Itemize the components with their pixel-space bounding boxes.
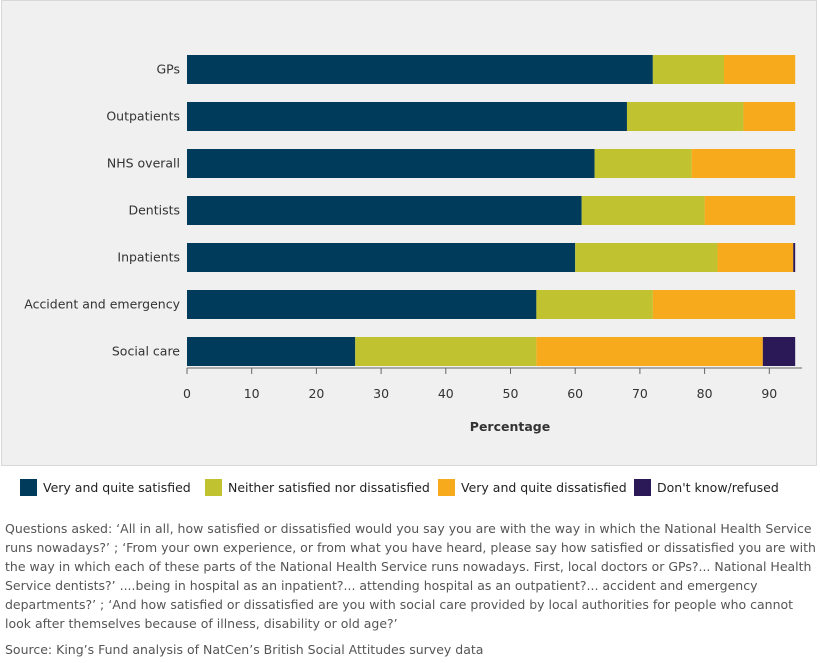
bar-accident-and-emergency-very-and-quite-dissatisfied [652, 290, 796, 319]
legend-item-don-t-know-refused: Don't know/refused [634, 479, 779, 496]
x-tick-label-30: 30 [373, 386, 389, 401]
bar-gps-very-and-quite-satisfied [187, 55, 653, 84]
x-tick-label-60: 60 [567, 386, 583, 401]
stacked-bar-chart: GPs Outpatients NHS overall Dentists Inpatie… [24, 55, 802, 434]
x-tick-label-10: 10 [244, 386, 260, 401]
x-tick-label-0: 0 [183, 386, 191, 401]
bar-social-care-very-and-quite-satisfied [187, 337, 356, 366]
bar-outpatients-neither-satisfied-nor-dissatisfied [626, 102, 744, 131]
bar-accident-and-emergency-neither-satisfied-nor-dissatisfied [536, 290, 653, 319]
source-text: Source: King’s Fund analysis of NatCen’s… [5, 642, 484, 657]
bar-inpatients-very-and-quite-satisfied [187, 243, 576, 272]
legend-item-very-and-quite-satisfied: Very and quite satisfied [20, 479, 191, 496]
bar-dentists-neither-satisfied-nor-dissatisfied [581, 196, 705, 225]
bar-dentists-very-and-quite-satisfied [187, 196, 582, 225]
bar-social-care-very-and-quite-dissatisfied [536, 337, 763, 366]
bar-outpatients-very-and-quite-satisfied [187, 102, 627, 131]
x-tick-label-70: 70 [632, 386, 648, 401]
category-labels: GPs Outpatients NHS overall Dentists Inpatie… [24, 62, 180, 359]
bar-social-care-don-t-know-refused [762, 337, 796, 366]
x-ticks: 0 10 20 30 40 50 60 70 80 90 [183, 368, 777, 401]
legend-label: Neither satisfied nor dissatisfied [228, 480, 430, 495]
legend-item-very-and-quite-dissatisfied: Very and quite dissatisfied [438, 479, 627, 496]
bar-gps-very-and-quite-dissatisfied [724, 55, 796, 84]
bar-outpatients-very-and-quite-dissatisfied [743, 102, 796, 131]
chart-panel: GPs Outpatients NHS overall Dentists Inpatie… [1, 0, 817, 466]
category-label-gps: GPs [156, 62, 180, 77]
legend-item-neither-satisfied-nor-dissatisfied: Neither satisfied nor dissatisfied [205, 479, 430, 496]
bar-inpatients-very-and-quite-dissatisfied [717, 243, 794, 272]
x-tick-label-20: 20 [308, 386, 324, 401]
bar-dentists-very-and-quite-dissatisfied [704, 196, 796, 225]
bar-social-care-neither-satisfied-nor-dissatisfied [355, 337, 537, 366]
legend-label: Don't know/refused [657, 480, 779, 495]
question-text: Questions asked: ‘All in all, how satisf… [5, 521, 816, 631]
category-label-inpatients: Inpatients [117, 250, 180, 265]
category-label-accident-and-emergency: Accident and emergency [24, 297, 180, 312]
category-label-dentists: Dentists [128, 203, 180, 218]
category-label-nhs-overall: NHS overall [107, 156, 180, 171]
x-tick-label-80: 80 [697, 386, 713, 401]
legend-swatch [634, 479, 651, 496]
legend-label: Very and quite satisfied [43, 480, 191, 495]
x-tick-label-50: 50 [503, 386, 519, 401]
legend-label: Very and quite dissatisfied [461, 480, 627, 495]
bar-nhs-overall-very-and-quite-dissatisfied [691, 149, 796, 178]
bar-gps-neither-satisfied-nor-dissatisfied [652, 55, 725, 84]
x-tick-label-90: 90 [761, 386, 777, 401]
bar-nhs-overall-very-and-quite-satisfied [187, 149, 595, 178]
bar-nhs-overall-neither-satisfied-nor-dissatisfied [594, 149, 692, 178]
bar-accident-and-emergency-very-and-quite-satisfied [187, 290, 537, 319]
x-axis-title: Percentage [470, 419, 550, 434]
category-label-outpatients: Outpatients [106, 109, 180, 124]
legend-swatch [20, 479, 37, 496]
x-tick-label-40: 40 [438, 386, 454, 401]
bars-group [187, 55, 796, 366]
category-label-social-care: Social care [112, 344, 180, 359]
bar-inpatients-don-t-know-refused [793, 243, 796, 272]
legend-swatch [438, 479, 455, 496]
legend-swatch [205, 479, 222, 496]
legend: Very and quite satisfied Neither satisfie… [20, 479, 810, 499]
bar-inpatients-neither-satisfied-nor-dissatisfied [575, 243, 718, 272]
